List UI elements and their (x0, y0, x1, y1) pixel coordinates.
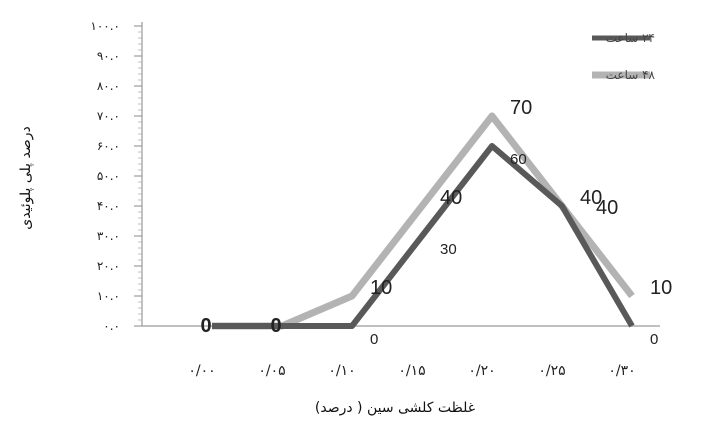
data-labels: 0 0 10 40 70 40 10 0 30 60 40 0 (200, 97, 672, 348)
x-axis: ۰/۰۰ ۰/۰۵ ۰/۱۰ ۰/۱۵ ۰/۲۰ ۰/۲۵ ۰/۳۰ (142, 325, 660, 379)
y-axis-title: درصد پلی پلوئیدی (18, 126, 34, 230)
data-label-24h: 0 (650, 331, 658, 348)
data-label-24h: 0 (370, 331, 378, 348)
data-label-48h: 10 (370, 277, 392, 299)
y-tick-label: ۴۰.۰ (97, 199, 120, 213)
x-tick-label: ۰/۳۰ (608, 363, 635, 379)
legend: ۲۴ ساعت ۴۸ ساعت (592, 31, 656, 82)
x-tick-label: ۰/۱۰ (328, 363, 355, 379)
y-tick-label: ۹۰.۰ (97, 49, 120, 63)
y-tick-label: ۸۰.۰ (97, 79, 120, 93)
legend-label: ۲۴ ساعت (606, 31, 655, 45)
data-label-24h: 30 (440, 241, 457, 258)
y-tick-label: ۳۰.۰ (97, 229, 120, 243)
data-label-24h: 60 (510, 151, 527, 168)
data-label-48h: 0 (270, 315, 281, 337)
series-line (212, 143, 635, 329)
y-tick-label: ۱۰۰.۰ (90, 19, 120, 33)
legend-label: ۴۸ ساعت (606, 68, 656, 82)
data-label-48h: 10 (650, 277, 672, 299)
y-tick-label: ۲۰.۰ (97, 259, 120, 273)
x-tick-label: ۰/۰۰ (188, 363, 215, 379)
y-tick-label: ۵۰.۰ (97, 169, 120, 183)
x-tick-label: ۰/۱۵ (398, 363, 425, 379)
y-tick-label: ۷۰.۰ (97, 109, 120, 123)
series-lines (212, 112, 635, 330)
x-axis-title: غلظت کلشی سین ( درصد) (315, 400, 475, 416)
data-label-48h: 70 (510, 97, 532, 119)
y-tick-label: ۰.۰ (103, 319, 120, 333)
y-tick-label: ۶۰.۰ (97, 139, 120, 153)
x-tick-label: ۰/۲۵ (538, 363, 565, 379)
x-tick-label: ۰/۲۰ (468, 363, 495, 379)
data-label-48h: 40 (440, 187, 462, 209)
y-axis: ۰.۰ ۱۰.۰ ۲۰.۰ ۳۰.۰ ۴۰.۰ ۵۰.۰ ۶۰.۰ ۷۰.۰ ۸۰.۰ ۹۰.۰ ۱… (90, 19, 143, 333)
data-label-24h: 40 (596, 197, 618, 219)
data-label-48h: 40 (580, 187, 602, 209)
y-tick-label: ۱۰.۰ (97, 289, 120, 303)
data-label-48h: 0 (200, 315, 211, 337)
x-tick-label: ۰/۰۵ (258, 363, 285, 379)
